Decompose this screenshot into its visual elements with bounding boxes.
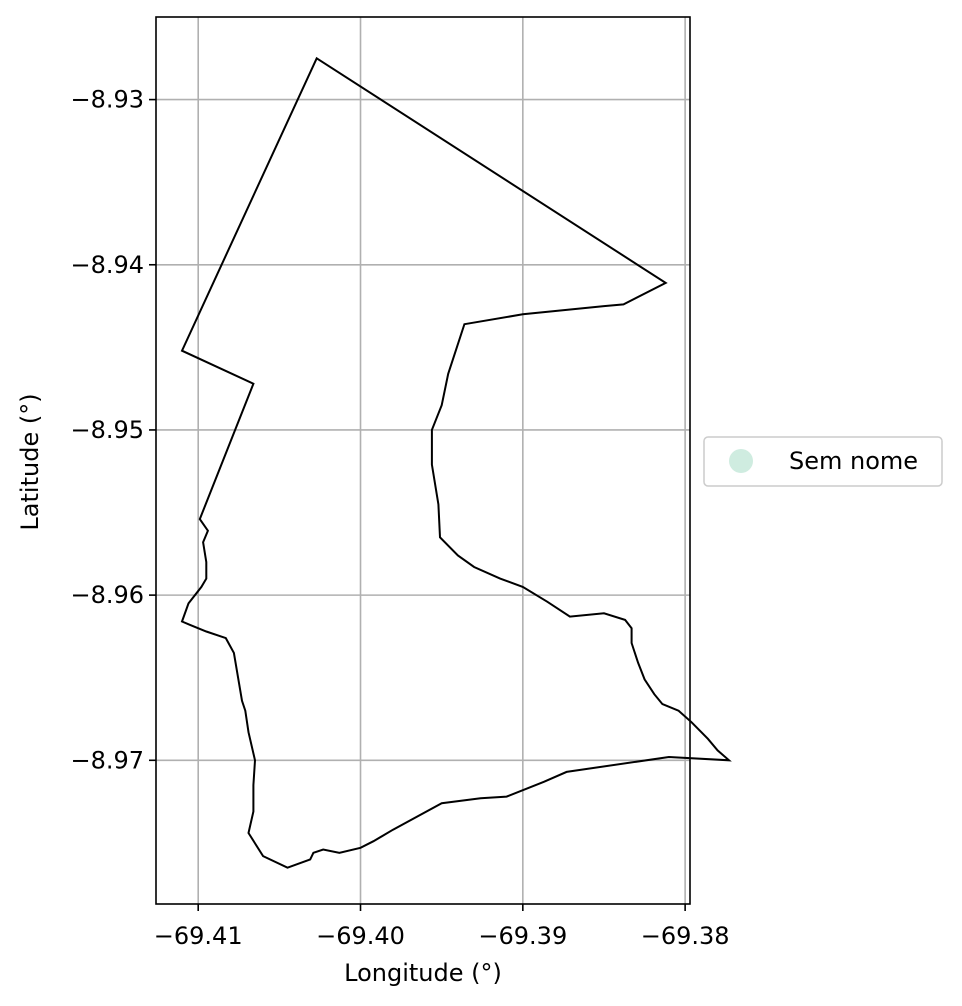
x-tick-label: −69.40 — [316, 922, 405, 950]
tick-marks — [149, 98, 686, 911]
y-tick-label: −8.94 — [70, 251, 144, 279]
y-tick-label: −8.97 — [70, 746, 144, 774]
legend-label: Sem nome — [789, 447, 918, 475]
x-tick-label: −69.39 — [478, 922, 567, 950]
legend: Sem nome — [703, 436, 943, 487]
tick-labels: −69.41 −69.40 −69.39 −69.38 −8.93 −8.94 −8.95 −… — [70, 86, 729, 950]
grid-lines — [156, 17, 690, 904]
x-tick-label: −69.41 — [154, 922, 243, 950]
y-tick-label: −8.93 — [70, 86, 144, 114]
plot-frame — [155, 16, 691, 905]
plot-area — [156, 17, 690, 904]
legend-box — [703, 436, 943, 487]
map-region-polygon — [180, 56, 732, 869]
x-tick-label: −69.38 — [641, 922, 730, 950]
legend-marker — [729, 449, 753, 473]
y-tick-label: −8.96 — [70, 581, 144, 609]
y-tick-label: −8.95 — [70, 416, 144, 444]
x-axis-label: Longitude (°) — [344, 959, 502, 987]
y-axis-label: Latitude (°) — [16, 393, 44, 530]
